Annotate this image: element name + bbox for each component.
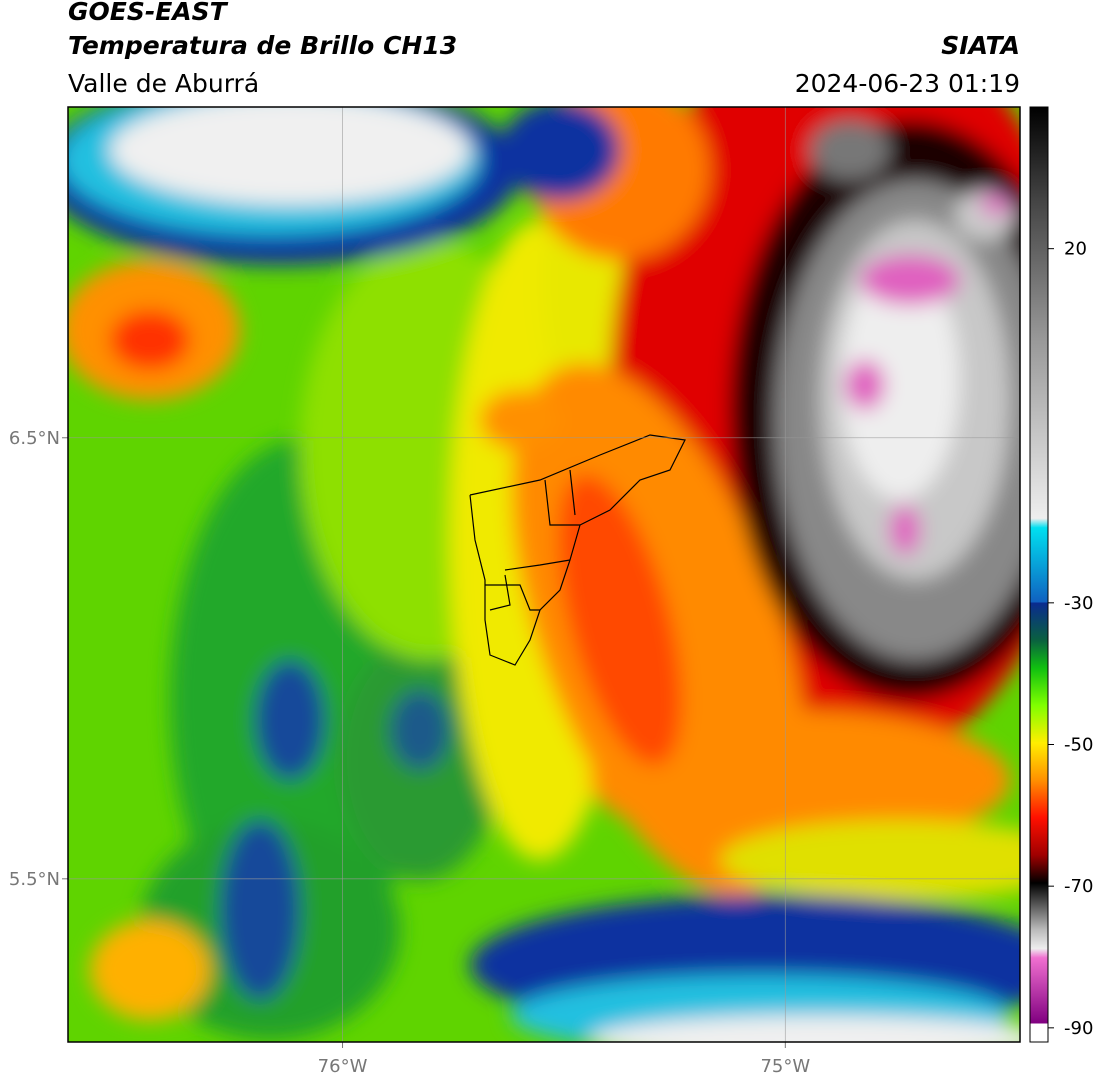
graticule: 76°W 75°W 6.5°N 5.5°N [9, 107, 1020, 1077]
colorbar-tick-label: -30 [1064, 593, 1093, 614]
x-tick-label: 76°W [318, 1056, 368, 1077]
map-frame [67, 106, 1021, 1043]
colorbar [1029, 106, 1049, 1043]
title: GOES-EAST [68, 0, 229, 26]
colorbar-ticks: 20 -30 -50 -70 -90 [1048, 239, 1093, 1039]
subtitle: Temperatura de Brillo CH13 [68, 31, 457, 60]
y-tick-label: 6.5°N [9, 428, 60, 449]
region: Valle de Aburrá [68, 69, 259, 98]
temperature-field [68, 107, 1020, 1042]
municipal-boundaries [469, 434, 686, 666]
colorbar-tick-label: 20 [1064, 239, 1087, 260]
colorbar-tick-label: -70 [1064, 876, 1093, 897]
source: SIATA [941, 31, 1020, 60]
datetime: 2024-06-23 01:19 [795, 69, 1020, 98]
colorbar-tick-label: -90 [1064, 1018, 1093, 1039]
y-tick-label: 5.5°N [9, 869, 60, 890]
colorbar-tick-label: -50 [1064, 735, 1093, 756]
x-tick-label: 75°W [760, 1056, 810, 1077]
